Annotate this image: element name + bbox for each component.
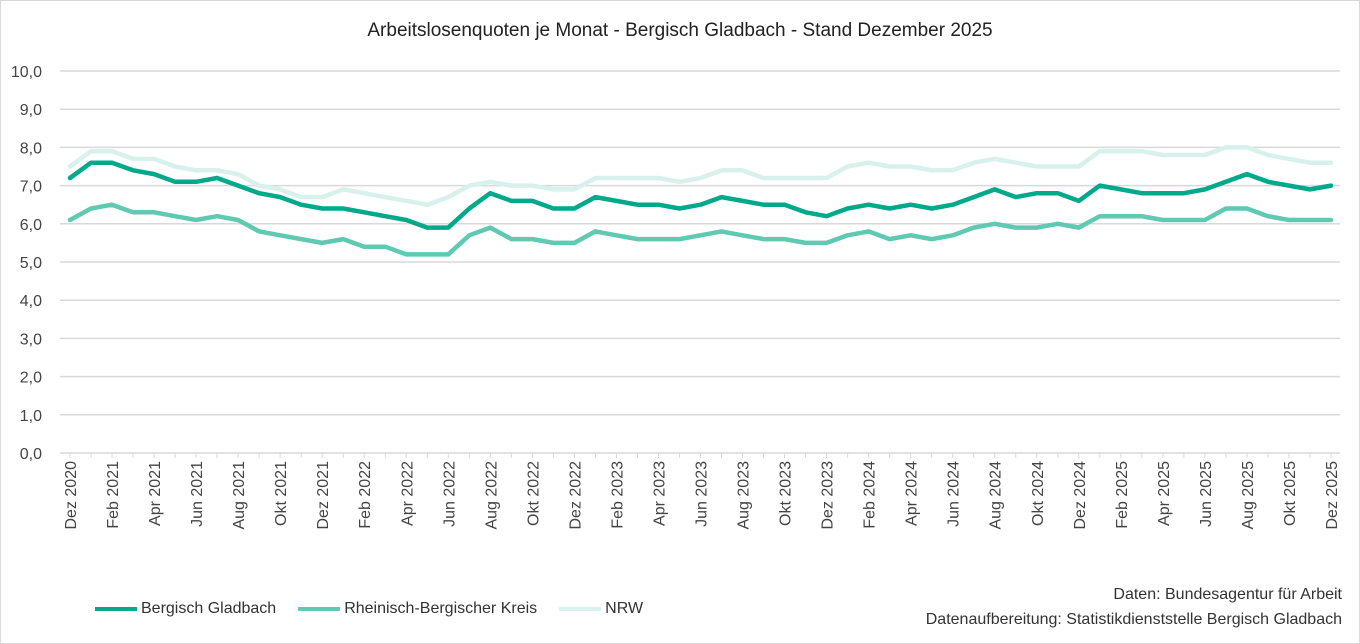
- x-tick-label: Feb 2022: [357, 461, 374, 529]
- x-tick-label: Okt 2021: [273, 461, 290, 526]
- x-tick-label: Aug 2022: [483, 461, 500, 530]
- x-tick-label: Jun 2022: [441, 461, 458, 527]
- x-tick-label: Dez 2021: [315, 461, 332, 530]
- y-tick-label: 0,0: [20, 446, 42, 463]
- x-tick-label: Apr 2023: [651, 461, 668, 526]
- legend-label: Bergisch Gladbach: [141, 600, 277, 617]
- series-line-rheinisch-bergischer-kreis: [67, 202, 1334, 257]
- y-tick-label: 8,0: [20, 140, 42, 157]
- x-tick-label: Feb 2024: [862, 461, 879, 529]
- legend-swatch: [298, 607, 341, 611]
- x-tick-label: Aug 2025: [1240, 461, 1257, 530]
- y-tick-label: 9,0: [20, 102, 42, 119]
- y-tick-label: 10,0: [11, 64, 42, 81]
- y-tick-label: 7,0: [20, 179, 42, 196]
- x-tick-label: Dez 2023: [820, 461, 837, 530]
- y-tick-label: 1,0: [20, 408, 42, 425]
- x-tick-label: Dez 2024: [1072, 461, 1089, 530]
- legend-item-rbk: Rheinisch-Bergischer Kreis: [298, 600, 537, 618]
- x-tick-label: Okt 2025: [1282, 461, 1299, 526]
- y-tick-label: 4,0: [20, 293, 42, 310]
- x-tick-label: Apr 2025: [1156, 461, 1173, 526]
- x-tick-label: Dez 2020: [63, 461, 80, 530]
- x-tick-label: Jun 2025: [1198, 461, 1215, 527]
- series-line-nrw: [67, 145, 1334, 207]
- source-data: Daten: Bundesagentur für Arbeit: [1113, 586, 1342, 603]
- x-tick-label: Okt 2022: [525, 461, 542, 526]
- x-tick-label: Dez 2025: [1324, 461, 1341, 530]
- x-tick-label: Apr 2022: [399, 461, 416, 526]
- x-tick-label: Feb 2023: [609, 461, 626, 529]
- x-tick-label: Okt 2024: [1030, 461, 1047, 526]
- x-tick-label: Jun 2023: [694, 461, 711, 527]
- x-tick-label: Aug 2021: [231, 461, 248, 530]
- y-tick-label: 6,0: [20, 217, 42, 234]
- legend-swatch: [559, 607, 602, 611]
- x-tick-label: Aug 2023: [736, 461, 753, 530]
- x-tick-label: Aug 2024: [988, 461, 1005, 530]
- y-tick-label: 5,0: [20, 255, 42, 272]
- legend-label: NRW: [605, 600, 644, 617]
- x-tick-label: Okt 2023: [778, 461, 795, 526]
- legend-item-bergisch-gladbach: Bergisch Gladbach: [95, 600, 276, 618]
- legend-label: Rheinisch-Bergischer Kreis: [344, 600, 538, 617]
- x-tick-label: Jun 2024: [946, 461, 963, 527]
- source-note: Daten: Bundesagentur für Arbeit Datenauf…: [926, 582, 1342, 632]
- x-tick-label: Apr 2021: [147, 461, 164, 526]
- legend: Bergisch Gladbach Rheinisch-Bergischer K…: [95, 600, 643, 618]
- source-processing: Datenaufbereitung: Statistikdienststelle…: [925, 611, 1342, 628]
- y-tick-label: 2,0: [20, 370, 42, 387]
- x-tick-label: Jun 2021: [189, 461, 206, 527]
- x-tick-label: Feb 2025: [1114, 461, 1131, 529]
- x-tick-label: Feb 2021: [105, 461, 122, 529]
- x-tick-label: Dez 2022: [567, 461, 584, 530]
- x-tick-label: Apr 2024: [904, 461, 921, 526]
- legend-item-nrw: NRW: [559, 600, 643, 618]
- legend-swatch: [95, 607, 137, 611]
- y-tick-label: 3,0: [20, 331, 42, 348]
- chart-title: Arbeitslosenquoten je Monat - Bergisch G…: [367, 20, 993, 41]
